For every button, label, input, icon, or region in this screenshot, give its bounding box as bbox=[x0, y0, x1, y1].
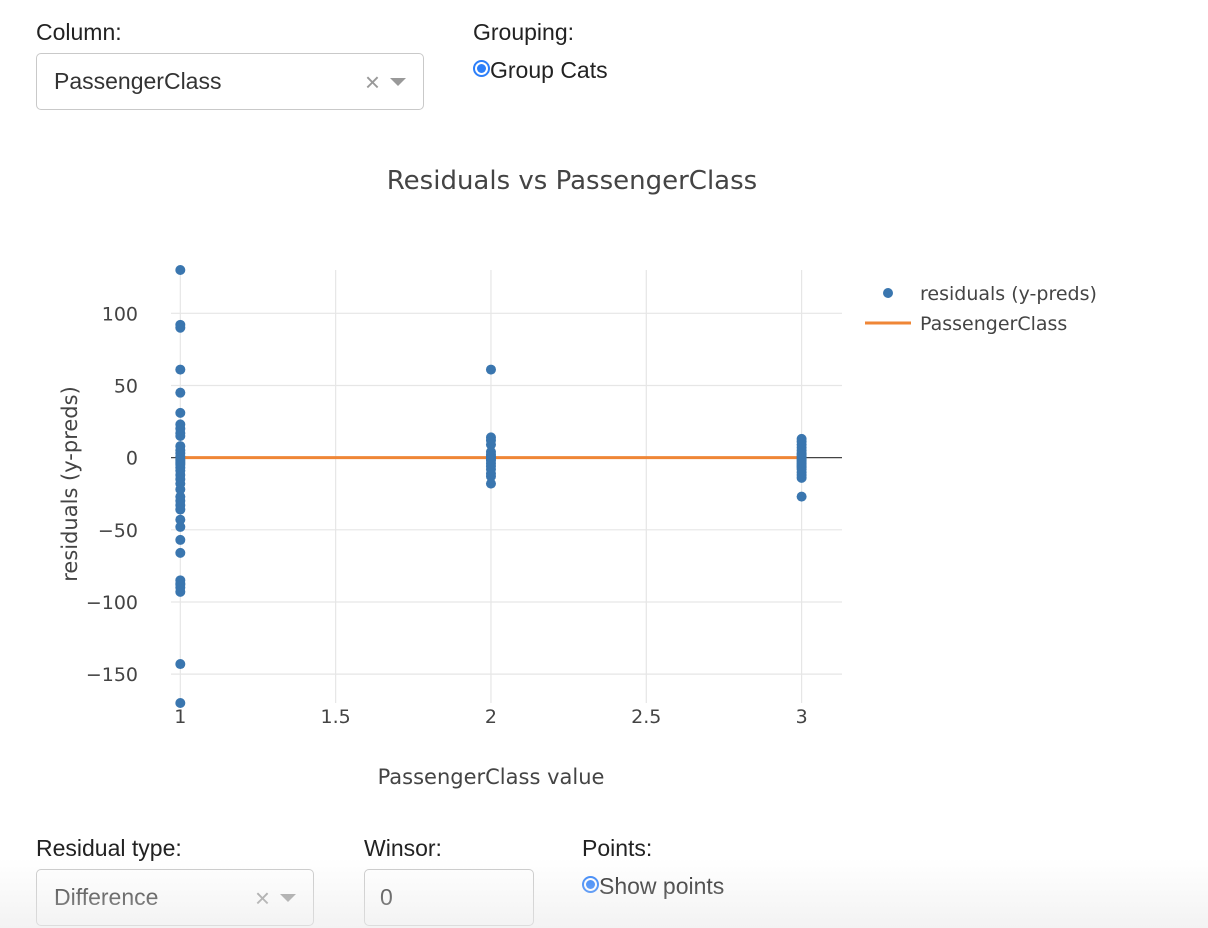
data-point bbox=[175, 458, 186, 469]
chevron-down-icon[interactable] bbox=[280, 893, 296, 902]
clear-icon[interactable]: × bbox=[254, 882, 270, 913]
data-point bbox=[175, 547, 186, 558]
y-tick-label: 100 bbox=[102, 303, 138, 325]
residual-type-select[interactable]: Difference × bbox=[36, 869, 314, 926]
clear-icon[interactable]: × bbox=[364, 66, 380, 97]
winsor-label: Winsor: bbox=[364, 835, 442, 861]
data-point bbox=[175, 407, 186, 418]
column-select[interactable]: PassengerClass × bbox=[36, 53, 424, 110]
data-point bbox=[175, 504, 186, 515]
data-point bbox=[175, 659, 186, 670]
data-point bbox=[175, 387, 186, 398]
data-point bbox=[796, 472, 807, 483]
x-tick-label: 3 bbox=[796, 706, 808, 728]
residuals-chart: Residuals vs PassengerClass 1 1.5 2 2.5 3 10… bbox=[58, 166, 1097, 789]
gridlines bbox=[171, 270, 842, 703]
show-points-label: Show points bbox=[599, 873, 725, 899]
winsor-input[interactable] bbox=[364, 869, 534, 926]
x-tick-label: 1.5 bbox=[321, 706, 351, 728]
data-point bbox=[175, 322, 186, 333]
data-point bbox=[175, 430, 186, 441]
column-select-value: PassengerClass bbox=[54, 68, 222, 94]
x-tick-label: 1 bbox=[174, 706, 186, 728]
data-point bbox=[485, 364, 496, 375]
chevron-down-icon[interactable] bbox=[390, 77, 406, 86]
data-point bbox=[175, 364, 186, 375]
y-tick-label: −100 bbox=[86, 592, 138, 614]
x-tick-label: 2 bbox=[485, 706, 497, 728]
y-axis-label: residuals (y-preds) bbox=[58, 386, 82, 582]
points-label: Points: bbox=[582, 835, 653, 861]
show-points-radio[interactable] bbox=[582, 876, 599, 893]
legend-item-label[interactable]: residuals (y-preds) bbox=[920, 283, 1097, 305]
legend-item-label[interactable]: PassengerClass bbox=[920, 313, 1067, 335]
data-point bbox=[175, 586, 186, 597]
group-cats-label: Group Cats bbox=[490, 57, 608, 83]
residual-type-label: Residual type: bbox=[36, 835, 182, 861]
data-point bbox=[175, 514, 186, 525]
y-tick-label: 0 bbox=[126, 448, 138, 470]
x-tick-label: 2.5 bbox=[631, 706, 661, 728]
grouping-radio-group[interactable]: Group Cats bbox=[473, 57, 608, 84]
x-tick-labels: 1 1.5 2 2.5 3 bbox=[174, 706, 807, 728]
data-point bbox=[175, 698, 186, 708]
residual-type-value: Difference bbox=[54, 884, 159, 910]
data-point bbox=[175, 484, 186, 495]
data-point bbox=[485, 478, 496, 489]
data-point bbox=[175, 534, 186, 545]
y-tick-label: 50 bbox=[114, 375, 138, 397]
y-tick-label: −50 bbox=[98, 520, 138, 542]
chart-title: Residuals vs PassengerClass bbox=[387, 166, 757, 196]
column-label: Column: bbox=[36, 19, 122, 45]
y-tick-label: −150 bbox=[86, 664, 138, 686]
x-axis-label: PassengerClass value bbox=[378, 765, 605, 789]
y-tick-labels: 100 50 0 −50 −100 −150 bbox=[86, 303, 138, 686]
points-group bbox=[175, 265, 807, 708]
group-cats-radio[interactable] bbox=[473, 60, 490, 77]
data-point bbox=[796, 491, 807, 502]
points-radio-group[interactable]: Show points bbox=[582, 873, 724, 900]
data-point bbox=[485, 471, 496, 482]
data-point bbox=[175, 265, 186, 275]
data-point bbox=[485, 439, 496, 450]
grouping-label: Grouping: bbox=[473, 19, 575, 45]
legend-marker-points bbox=[883, 288, 893, 298]
legend[interactable]: residuals (y-preds) PassengerClass bbox=[865, 283, 1097, 335]
data-point bbox=[175, 521, 186, 532]
